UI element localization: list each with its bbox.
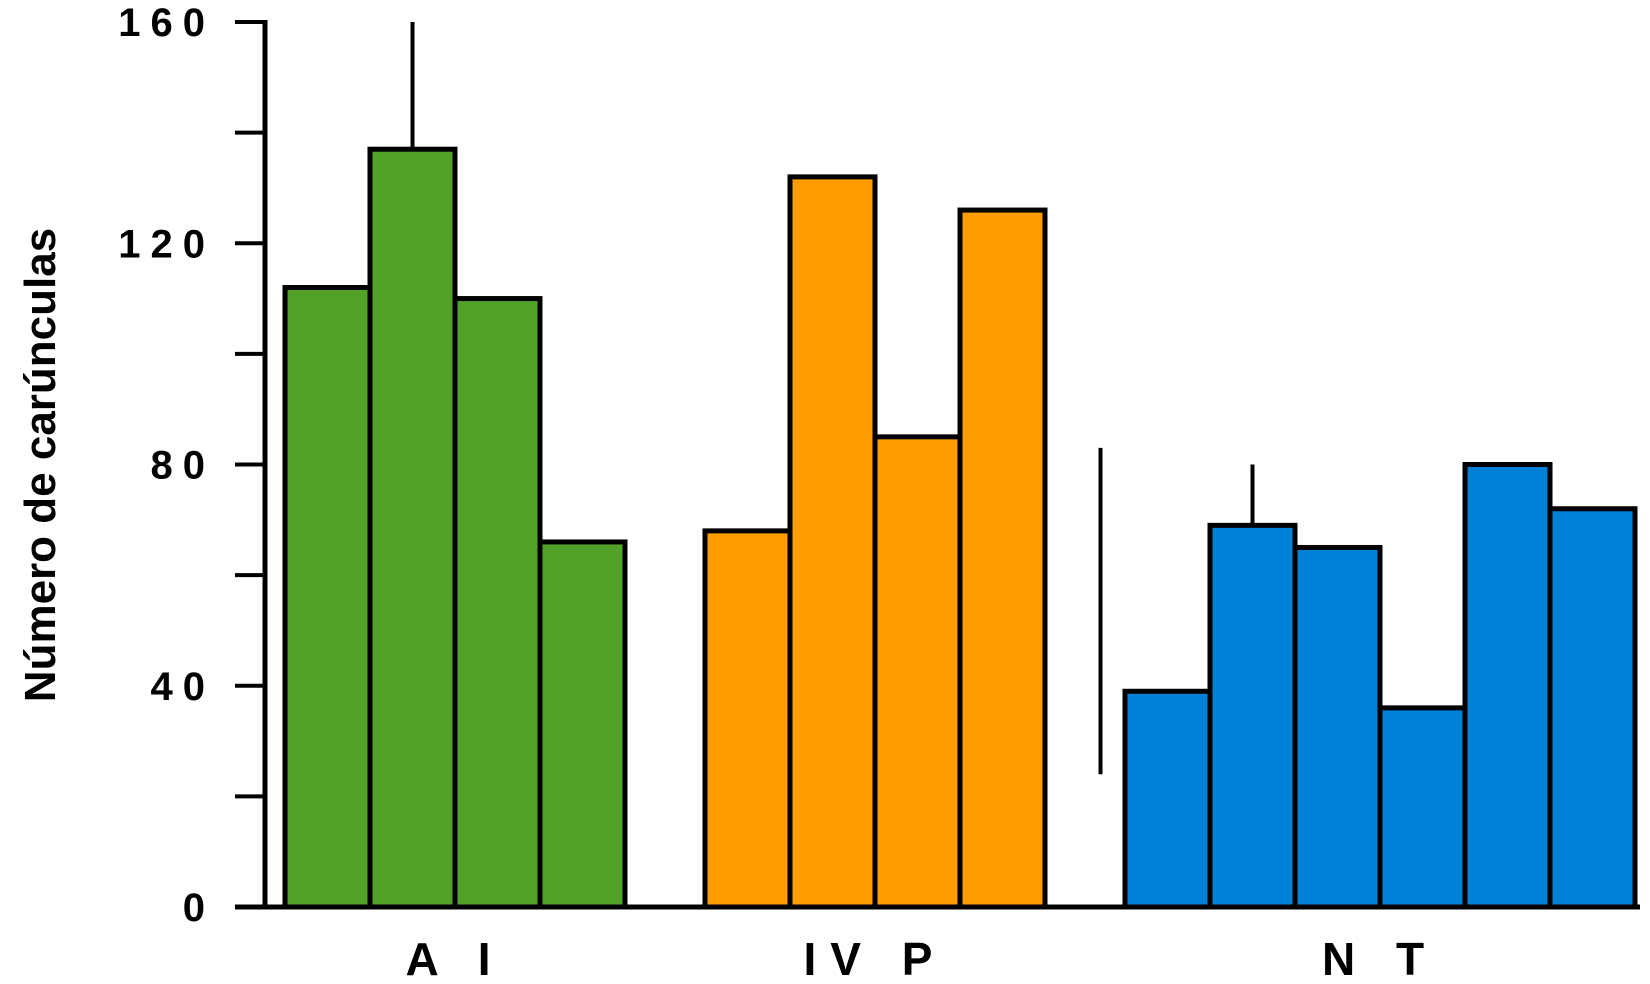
bar-2-5: [1547, 506, 1638, 910]
category-label-1: IV P: [804, 933, 947, 984]
bar-0-0: [282, 285, 373, 910]
y-tick-label-2: 40: [151, 665, 216, 709]
y-tick-label-0: 0: [183, 886, 215, 930]
y-axis-title: Número de carúnculas: [16, 228, 65, 702]
bar-2-2: [1292, 544, 1383, 910]
bar-2-4: [1462, 462, 1553, 910]
axes-layer: A I IV P N T 0 40 80 120 160: [118, 1, 1640, 984]
y-tick-label-4: 80: [151, 444, 216, 488]
y-tick-label-8: 160: [118, 1, 215, 45]
y-tick-label-6: 120: [118, 222, 215, 266]
error-bars-layer: [410, 22, 1255, 775]
bar-2-0: [1122, 688, 1213, 910]
bar-1-0: [702, 528, 793, 910]
bar-2-1: [1207, 522, 1298, 910]
bar-0-3: [537, 539, 628, 910]
bar-1-2: [872, 434, 963, 910]
bar-1-3: [957, 207, 1048, 910]
bar-0-2: [452, 296, 543, 910]
category-label-0: A I: [405, 933, 504, 984]
bars-layer: [282, 146, 1638, 910]
bar-1-1: [787, 174, 878, 910]
bar-2-3: [1377, 705, 1468, 910]
category-label-2: N T: [1322, 933, 1438, 984]
bar-0-1: [367, 146, 458, 910]
